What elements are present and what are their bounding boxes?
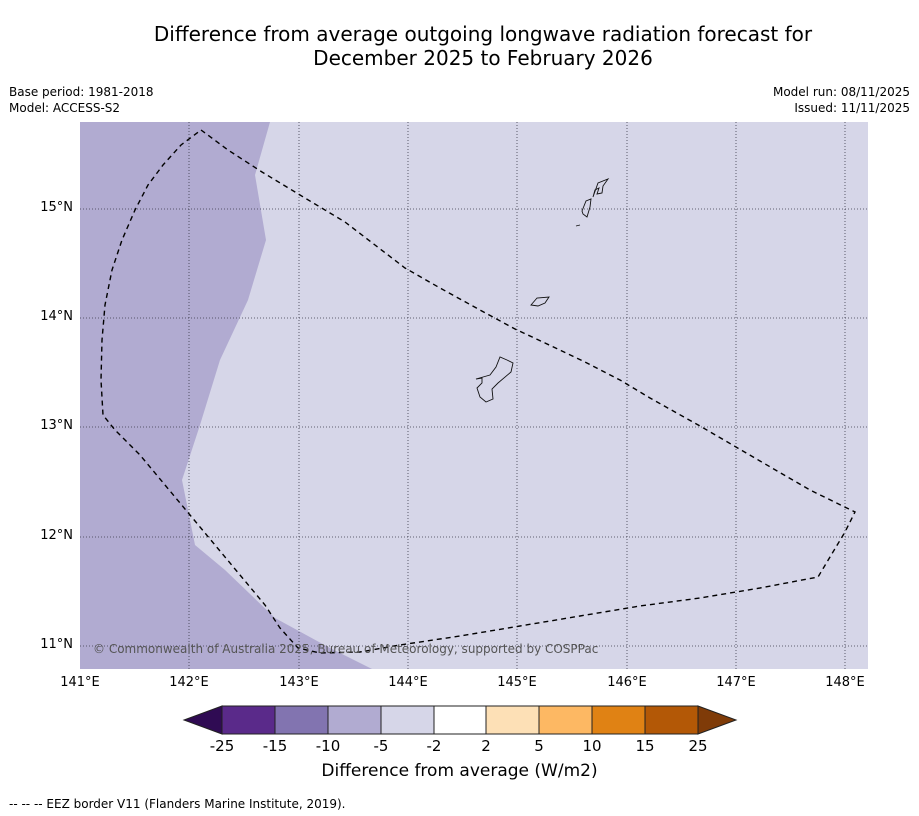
eez-border (100, 129, 856, 654)
lon-label-148: 148°E (825, 675, 865, 690)
colorbar-bin-3 (327, 705, 382, 735)
colorbar-tick: 2 (481, 737, 491, 755)
colorbar-bin-5 (433, 705, 487, 735)
colorbar-bin-1 (221, 705, 276, 735)
issued-date: Issued: 11/11/2025 (794, 101, 910, 115)
model-run: Model run: 08/11/2025 (772, 85, 910, 99)
lon-label-146: 146°E (607, 675, 647, 690)
lon-label-141: 141°E (60, 675, 100, 690)
meta-left: Base period: 1981-2018 Model: ACCESS-S2 (9, 84, 154, 116)
colorbar-bin-9 (644, 705, 699, 735)
lat-label-12: 12°N (40, 528, 73, 543)
colorbar-bin-4 (380, 705, 435, 735)
colorbar-tick: -15 (262, 737, 288, 755)
graticule (80, 122, 868, 669)
colorbar-bin-8 (591, 705, 646, 735)
model-name: Model: ACCESS-S2 (9, 101, 121, 115)
colorbar-extend-high (697, 705, 738, 735)
meta-right: Model run: 08/11/2025 Issued: 11/11/2025 (773, 84, 910, 116)
colorbar-label: Difference from average (W/m2) (321, 761, 598, 781)
lon-label-144: 144°E (388, 675, 428, 690)
chart-title: Difference from average outgoing longwav… (0, 22, 919, 70)
island-saipan (592, 178, 610, 198)
lat-label-13: 13°N (40, 418, 73, 433)
base-period: Base period: 1981-2018 (9, 85, 154, 99)
island-aguijan (575, 224, 581, 227)
colorbar-bin-6 (485, 705, 540, 735)
island-guam (475, 356, 514, 403)
colorbar (182, 705, 738, 735)
colorbar-tick: -2 (426, 737, 442, 755)
colorbar-tick: 10 (582, 737, 602, 755)
lon-label-147: 147°E (716, 675, 756, 690)
colorbar-tick: -10 (315, 737, 341, 755)
colorbar-tick: 15 (635, 737, 655, 755)
lon-label-145: 145°E (497, 675, 537, 690)
colorbar-bin-2 (274, 705, 329, 735)
colorbar-extend-low (182, 705, 223, 735)
colorbar-bin-7 (538, 705, 593, 735)
colorbar-tick: 25 (688, 737, 708, 755)
lat-label-11: 11°N (40, 637, 73, 652)
footer-note: -- -- -- EEZ border V11 (Flanders Marine… (9, 797, 346, 811)
title-line-1: Difference from average outgoing longwav… (153, 22, 813, 46)
lon-label-142: 142°E (169, 675, 209, 690)
lat-label-14: 14°N (40, 309, 73, 324)
colorbar-title: Difference from average (W/m2) (0, 761, 919, 781)
region-dark (80, 122, 372, 669)
lat-label-15: 15°N (40, 200, 73, 215)
lon-label-143: 143°E (279, 675, 319, 690)
copyright-notice: © Commonwealth of Australia 2025, Bureau… (93, 642, 599, 656)
title-line-2: December 2025 to February 2026 (313, 46, 653, 70)
islands (475, 178, 610, 403)
island-rota (530, 296, 550, 307)
colorbar-tick: 5 (534, 737, 544, 755)
colorbar-tick: -25 (209, 737, 235, 755)
island-tinian (581, 198, 592, 218)
colorbar-tick: -5 (373, 737, 389, 755)
